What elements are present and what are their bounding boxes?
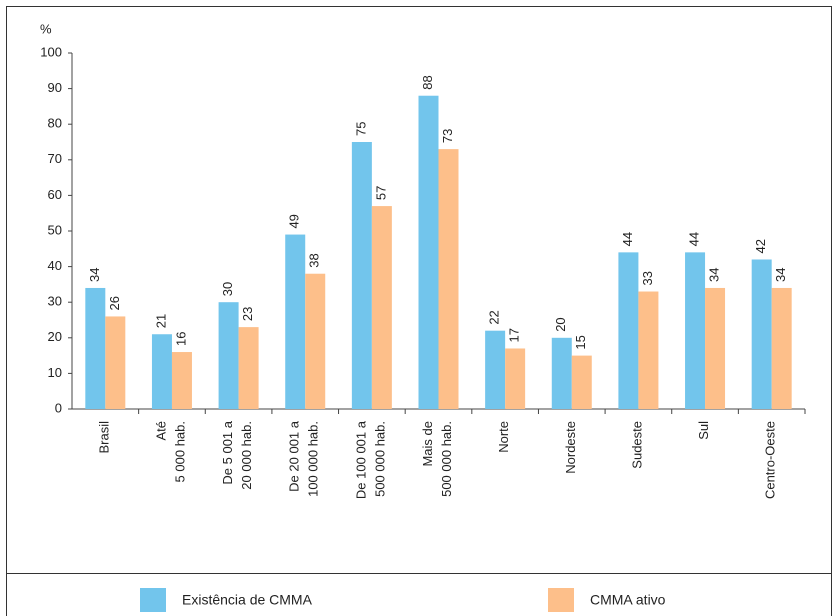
bar xyxy=(105,316,126,409)
bar xyxy=(305,273,326,409)
value-label: 38 xyxy=(307,253,322,267)
x-tick-label: De 5 001 a 20 000 hab. xyxy=(221,420,255,489)
bar xyxy=(485,330,506,409)
bar xyxy=(371,206,392,409)
x-tick-label: Sul xyxy=(696,421,711,440)
y-tick-label: 90 xyxy=(48,80,62,95)
value-label: 17 xyxy=(507,328,522,342)
value-label: 30 xyxy=(220,282,235,296)
value-label: 34 xyxy=(87,267,102,281)
bar xyxy=(438,149,459,409)
bar xyxy=(151,334,172,409)
y-tick-label: 80 xyxy=(48,116,62,131)
x-tick-label: Sudeste xyxy=(630,421,645,469)
y-axis-label: % xyxy=(40,21,52,36)
y-tick-label: 0 xyxy=(55,400,62,415)
value-label: 22 xyxy=(487,310,502,324)
value-label: 49 xyxy=(287,214,302,228)
frame xyxy=(6,6,832,616)
y-tick-label: 60 xyxy=(48,187,62,202)
value-label: 73 xyxy=(440,129,455,143)
bar xyxy=(685,252,706,409)
y-tick-label: 10 xyxy=(48,365,62,380)
x-tick-label: Nordeste xyxy=(563,421,578,474)
value-label: 34 xyxy=(706,267,721,281)
x-tick-label: Mais de 500 000 hab. xyxy=(420,421,454,497)
bar xyxy=(171,352,192,409)
x-tick-label: Centro-Oeste xyxy=(763,421,778,499)
value-label: 44 xyxy=(620,232,635,246)
bar xyxy=(638,291,659,409)
y-tick-label: 70 xyxy=(48,151,62,166)
value-label: 42 xyxy=(753,239,768,253)
y-tick-label: 40 xyxy=(48,258,62,273)
bar xyxy=(618,252,639,409)
bar xyxy=(771,287,792,409)
legend-label: CMMA ativo xyxy=(590,592,666,608)
x-tick-label: De 20 001 a 100 000 hab. xyxy=(287,420,321,497)
bar xyxy=(351,142,372,409)
legend-label: Existência de CMMA xyxy=(182,592,313,608)
y-tick-label: 50 xyxy=(48,222,62,237)
bar xyxy=(285,234,306,409)
legend-swatch xyxy=(548,588,574,612)
value-label: 23 xyxy=(240,307,255,321)
y-tick-label: 20 xyxy=(48,329,62,344)
value-label: 33 xyxy=(640,271,655,285)
bar xyxy=(571,355,592,409)
x-tick-label: Até 5 000 hab. xyxy=(154,421,188,482)
value-label: 34 xyxy=(773,267,788,281)
bar xyxy=(551,337,572,409)
value-label: 75 xyxy=(353,122,368,136)
legend-swatch xyxy=(140,588,166,612)
x-tick-label: De 100 001 a 500 000 hab. xyxy=(354,420,388,499)
x-tick-label: Brasil xyxy=(97,421,112,454)
value-label: 20 xyxy=(553,317,568,331)
bar xyxy=(218,302,239,409)
bar xyxy=(751,259,772,409)
y-tick-label: 30 xyxy=(48,294,62,309)
bar xyxy=(238,327,259,409)
value-label: 15 xyxy=(573,335,588,349)
bar xyxy=(505,348,526,409)
bar xyxy=(85,287,106,409)
value-label: 21 xyxy=(153,314,168,328)
bar xyxy=(705,287,726,409)
value-label: 88 xyxy=(420,75,435,89)
bar xyxy=(418,95,439,409)
value-label: 26 xyxy=(107,296,122,310)
y-tick-label: 100 xyxy=(40,44,62,59)
value-label: 44 xyxy=(686,232,701,246)
value-label: 16 xyxy=(173,332,188,346)
x-tick-label: Norte xyxy=(497,421,512,453)
value-label: 57 xyxy=(373,186,388,200)
